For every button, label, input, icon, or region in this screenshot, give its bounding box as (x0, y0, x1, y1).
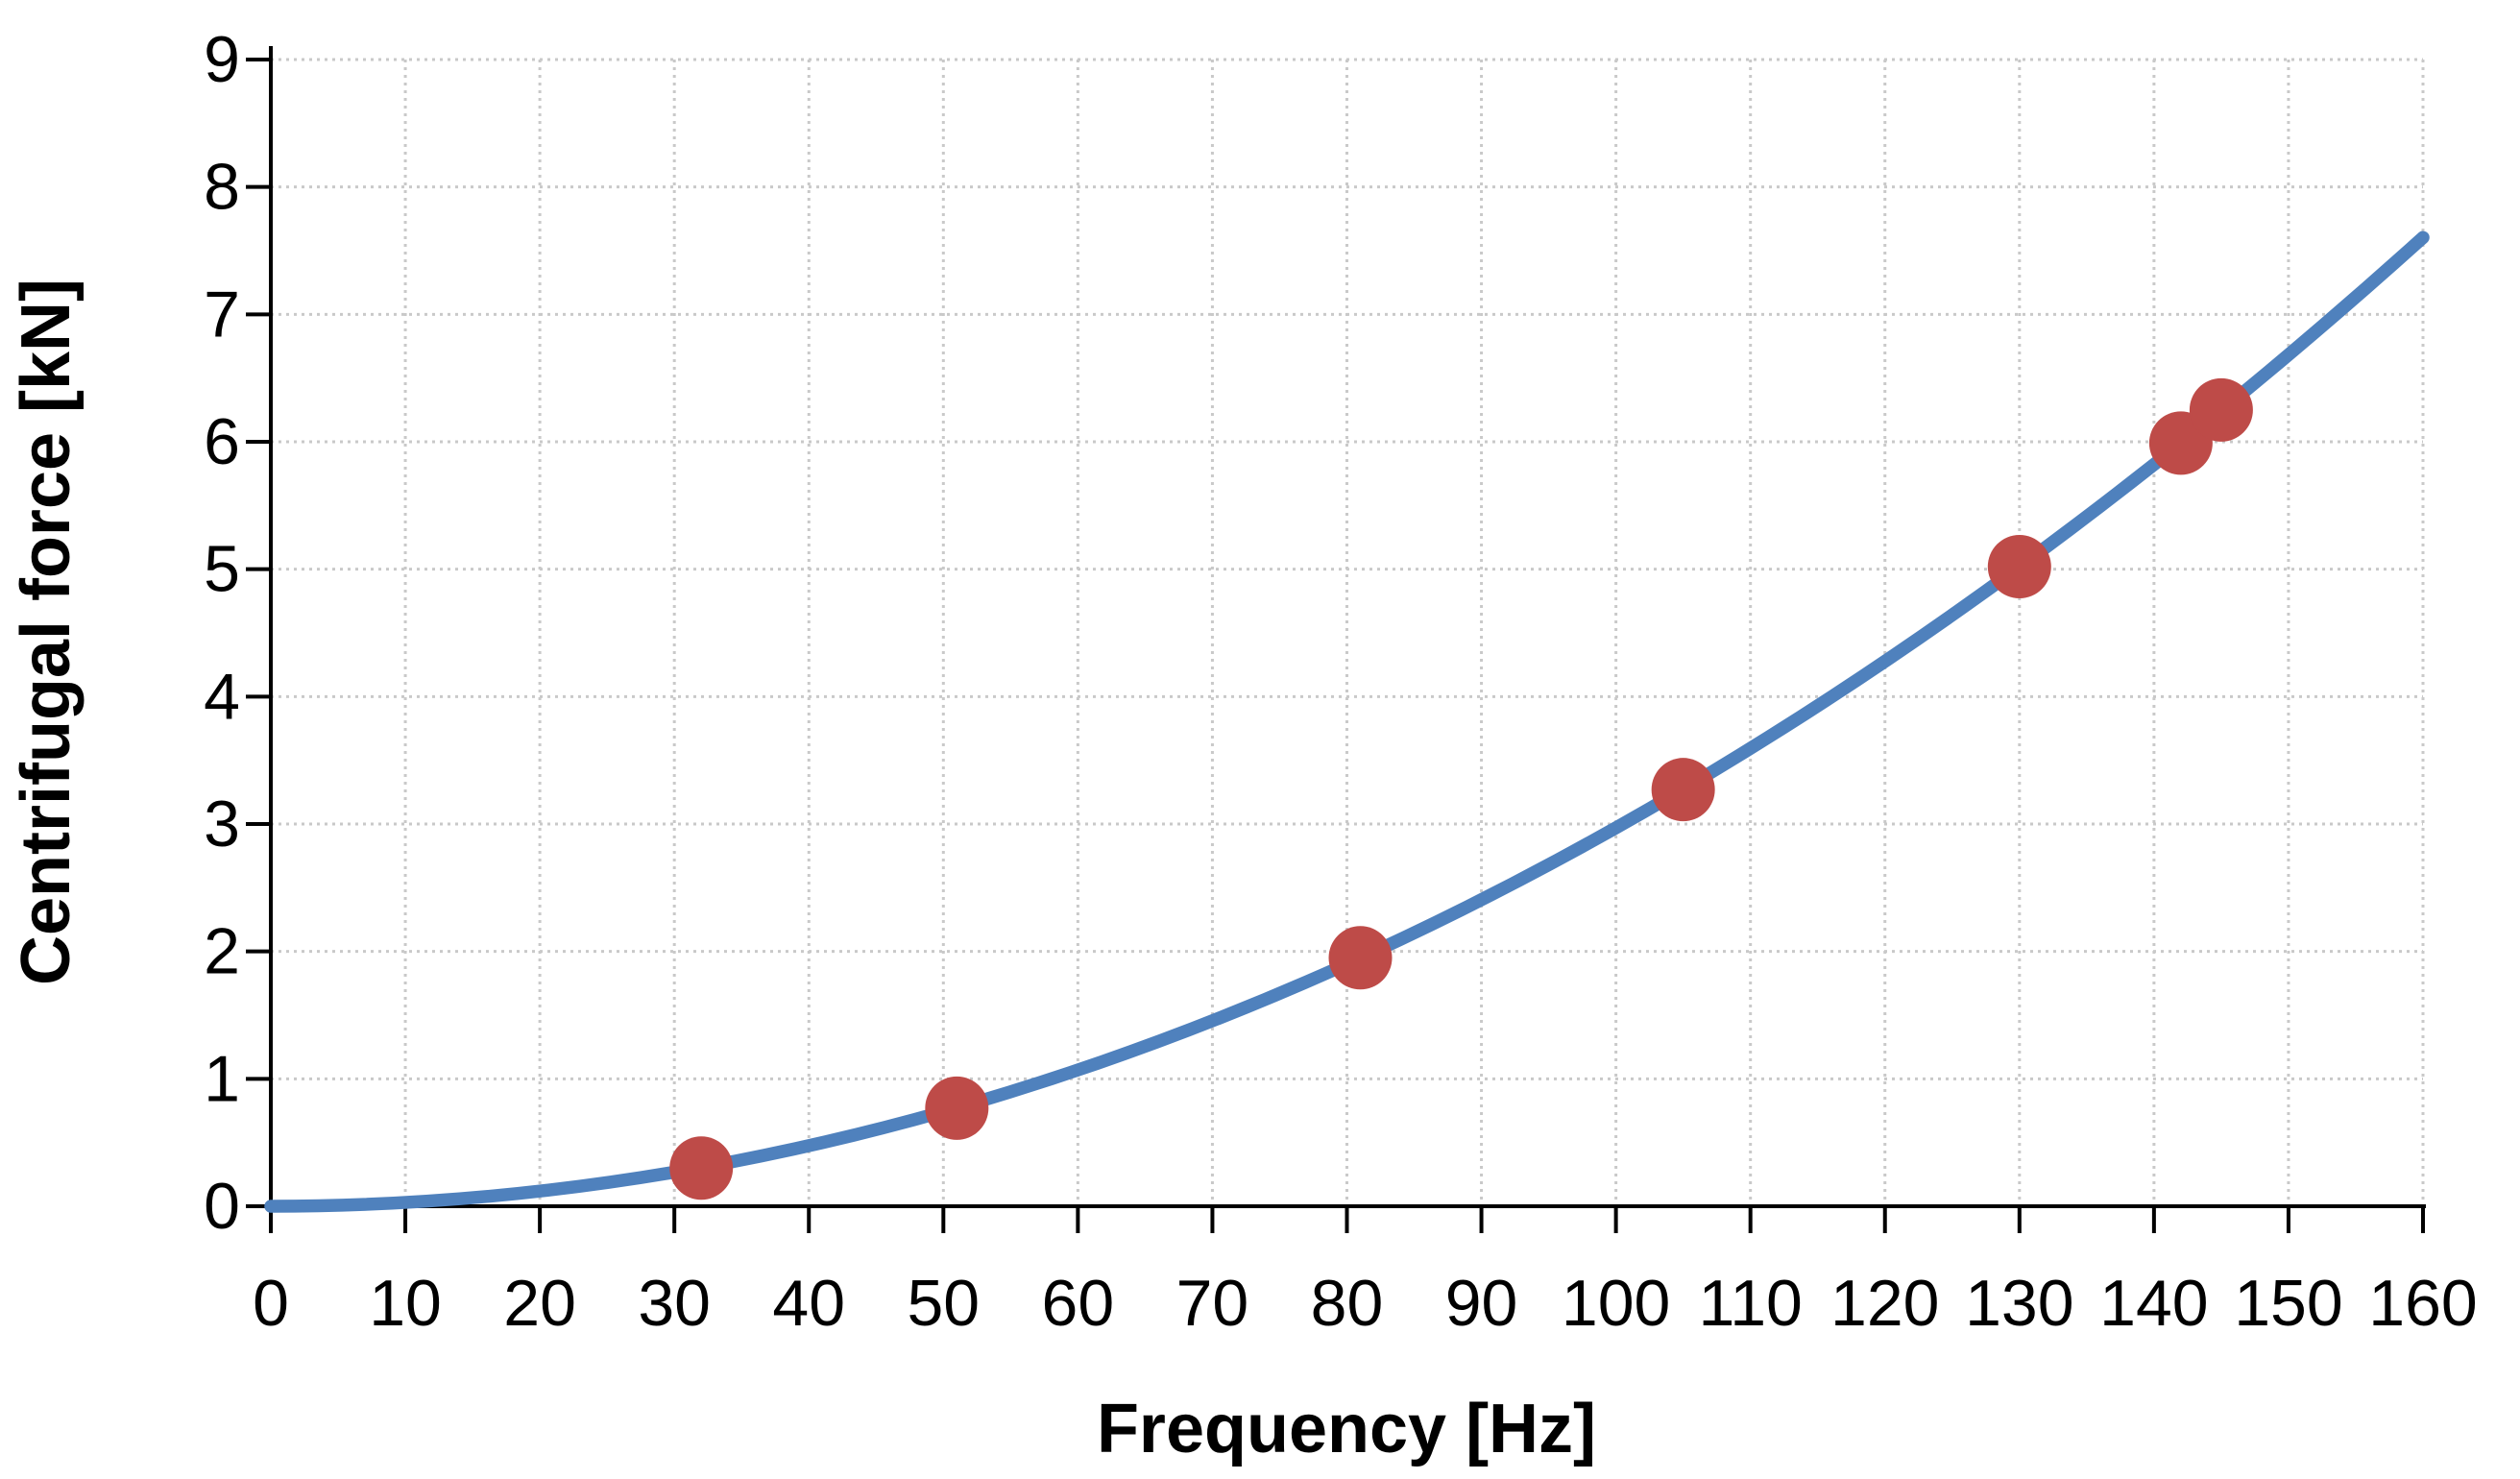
data-point-marker (1651, 758, 1715, 822)
y-tick-label: 7 (204, 278, 240, 351)
y-axis-title: Centrifugal force [kN] (8, 279, 85, 985)
x-tick-label: 130 (1965, 1267, 2073, 1340)
x-tick-label: 50 (907, 1267, 980, 1340)
tick-labels: 0 10 20 30 40 50 60 70 80 90 100 110 120 130 140 150 160… (204, 23, 2478, 1340)
x-tick-label: 90 (1445, 1267, 1518, 1340)
x-tick-label: 30 (638, 1267, 711, 1340)
data-point-marker (1328, 926, 1393, 990)
x-tick-label: 70 (1176, 1267, 1249, 1340)
x-tick-label: 140 (2099, 1267, 2208, 1340)
y-tick-label: 9 (204, 23, 240, 96)
data-point-marker (925, 1076, 989, 1140)
x-tick-label: 100 (1562, 1267, 1670, 1340)
y-tick-label: 2 (204, 915, 240, 988)
x-tick-label: 60 (1042, 1267, 1115, 1340)
data-point-marker (669, 1136, 734, 1200)
series (264, 230, 2430, 1213)
x-tick-label: 40 (772, 1267, 845, 1340)
y-tick-label: 5 (204, 533, 240, 606)
x-tick-label: 150 (2234, 1267, 2342, 1340)
x-tick-label: 0 (253, 1267, 289, 1340)
x-tick-label: 120 (1830, 1267, 1939, 1340)
gridlines (271, 58, 2425, 1206)
y-tick-label: 8 (204, 151, 240, 224)
y-tick-label: 6 (204, 405, 240, 478)
axes (269, 46, 2426, 1208)
x-tick-label: 20 (503, 1267, 576, 1340)
x-tick-label: 80 (1311, 1267, 1384, 1340)
data-point-marker (2189, 377, 2253, 442)
x-tick-label: 10 (369, 1267, 442, 1340)
y-tick-label: 3 (204, 788, 240, 861)
data-point-marker (1987, 535, 2051, 599)
x-tick-label: 110 (1698, 1267, 1802, 1340)
y-tick-label: 4 (204, 660, 240, 733)
axis-ticks (246, 58, 2425, 1233)
y-tick-label: 1 (204, 1042, 240, 1115)
x-tick-label: 160 (2368, 1267, 2477, 1340)
y-tick-label: 0 (204, 1170, 240, 1243)
x-axis-title: Frequency [Hz] (1097, 1391, 1596, 1467)
